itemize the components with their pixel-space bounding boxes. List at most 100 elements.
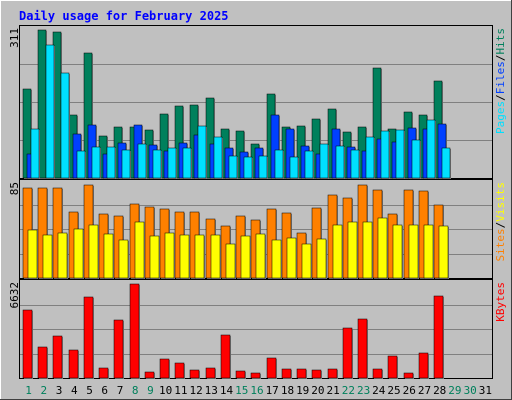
bar-visits-day-12 bbox=[194, 234, 205, 279]
bar-kbytes-day-15 bbox=[235, 370, 246, 379]
bar-visits-day-23 bbox=[362, 221, 373, 279]
legend-item: Hits bbox=[494, 28, 507, 55]
bar-visits-day-13 bbox=[210, 234, 221, 279]
bar-kbytes-day-20 bbox=[311, 369, 322, 379]
day-label-23: 23 bbox=[357, 384, 370, 397]
bar-visits-day-27 bbox=[423, 224, 434, 279]
day-label-5: 5 bbox=[86, 384, 93, 397]
day-label-20: 20 bbox=[311, 384, 324, 397]
bar-pages-day-17 bbox=[274, 149, 284, 179]
day-label-1: 1 bbox=[25, 384, 32, 397]
bar-visits-day-10 bbox=[164, 232, 175, 279]
bar-visits-day-8 bbox=[134, 221, 145, 279]
bar-kbytes-day-24 bbox=[372, 368, 383, 379]
bar-pages-day-22 bbox=[350, 149, 360, 179]
day-labels: 1 2 3 4 5 6 7 8 9 10 11 12 13 14 15 16 17 18 19 20 21 22 23 24 2… bbox=[25, 384, 492, 397]
bar-kbytes-day-5 bbox=[83, 296, 94, 379]
bar-pages-day-5 bbox=[91, 146, 101, 179]
day-label-28: 28 bbox=[433, 384, 446, 397]
bar-visits-day-5 bbox=[88, 224, 99, 279]
bar-pages-day-24 bbox=[380, 130, 390, 179]
day-label-8: 8 bbox=[132, 384, 139, 397]
day-label-16: 16 bbox=[250, 384, 263, 397]
bar-visits-day-14 bbox=[225, 243, 236, 279]
legend-item: Pages bbox=[494, 101, 507, 134]
bar-visits-day-2 bbox=[42, 234, 53, 279]
bar-visits-day-11 bbox=[179, 234, 190, 279]
day-label-7: 7 bbox=[117, 384, 124, 397]
bar-kbytes-day-17 bbox=[266, 357, 277, 379]
bar-pages-day-20 bbox=[319, 143, 329, 179]
bar-pages-day-12 bbox=[197, 125, 207, 179]
bar-visits-day-4 bbox=[73, 228, 84, 279]
day-label-10: 10 bbox=[159, 384, 172, 397]
bar-pages-day-23 bbox=[365, 136, 375, 179]
bar-visits-day-18 bbox=[286, 237, 297, 279]
bar-pages-day-8 bbox=[137, 143, 147, 179]
day-label-2: 2 bbox=[40, 384, 47, 397]
scale-max-label: 311 bbox=[8, 28, 21, 48]
day-label-22: 22 bbox=[342, 384, 355, 397]
bar-visits-day-15 bbox=[240, 235, 251, 279]
day-label-27: 27 bbox=[418, 384, 431, 397]
legend-item: KBytes bbox=[494, 282, 507, 322]
bar-pages-day-26 bbox=[411, 139, 421, 179]
bar-pages-day-27 bbox=[426, 119, 436, 179]
bar-kbytes-day-8 bbox=[129, 283, 140, 379]
bar-kbytes-day-22 bbox=[342, 327, 353, 379]
bar-pages-day-9 bbox=[152, 149, 162, 179]
bar-kbytes-day-23 bbox=[357, 318, 368, 379]
bar-kbytes-day-28 bbox=[433, 295, 444, 379]
day-label-24: 24 bbox=[372, 384, 386, 397]
day-label-30: 30 bbox=[464, 384, 477, 397]
bar-pages-day-7 bbox=[121, 149, 131, 179]
bar-visits-day-25 bbox=[392, 224, 403, 279]
day-label-18: 18 bbox=[281, 384, 294, 397]
legend-item: Files bbox=[494, 61, 507, 94]
bar-kbytes-day-18 bbox=[281, 368, 292, 379]
bar-visits-day-28 bbox=[438, 225, 449, 279]
panel-sites-visits: 85 Sites/Visits bbox=[8, 179, 507, 279]
day-label-19: 19 bbox=[296, 384, 309, 397]
bar-visits-day-24 bbox=[377, 217, 388, 279]
bar-visits-day-19 bbox=[301, 243, 312, 279]
day-label-3: 3 bbox=[56, 384, 63, 397]
day-label-31: 31 bbox=[479, 384, 492, 397]
bar-kbytes-day-12 bbox=[189, 369, 200, 379]
bar-kbytes-day-11 bbox=[174, 362, 185, 379]
legend-item: / bbox=[494, 222, 507, 229]
day-label-25: 25 bbox=[387, 384, 400, 397]
series-kbytes bbox=[22, 283, 444, 379]
bar-kbytes-day-10 bbox=[159, 358, 170, 379]
legend-item: Sites bbox=[494, 228, 507, 261]
bar-pages-day-14 bbox=[228, 155, 238, 179]
scale-max-label: 85 bbox=[8, 182, 21, 195]
day-label-14: 14 bbox=[220, 384, 234, 397]
bar-visits-day-3 bbox=[57, 232, 68, 279]
bar-kbytes-day-4 bbox=[68, 349, 79, 379]
bar-kbytes-day-19 bbox=[296, 368, 307, 379]
day-label-11: 11 bbox=[174, 384, 187, 397]
bar-pages-day-2 bbox=[45, 44, 55, 179]
bar-pages-day-28 bbox=[441, 147, 451, 179]
bar-kbytes-day-1 bbox=[22, 309, 33, 379]
panel-kbytes: 6632 KBytes bbox=[8, 279, 507, 379]
bar-pages-day-15 bbox=[243, 156, 253, 179]
legend-sites-visits: Sites/Visits bbox=[494, 182, 507, 262]
bar-pages-day-6 bbox=[106, 146, 116, 179]
bar-pages-day-19 bbox=[304, 150, 314, 179]
series-visits bbox=[27, 217, 449, 279]
bar-pages-day-16 bbox=[258, 155, 268, 179]
bar-kbytes-day-26 bbox=[403, 372, 414, 379]
legend-item: Visits bbox=[494, 182, 507, 222]
bar-visits-day-7 bbox=[118, 239, 129, 279]
bar-visits-day-9 bbox=[149, 235, 160, 279]
bar-pages-day-1 bbox=[30, 128, 40, 179]
day-label-21: 21 bbox=[326, 384, 339, 397]
day-label-13: 13 bbox=[205, 384, 218, 397]
bar-kbytes-day-25 bbox=[387, 355, 398, 379]
day-label-17: 17 bbox=[266, 384, 279, 397]
